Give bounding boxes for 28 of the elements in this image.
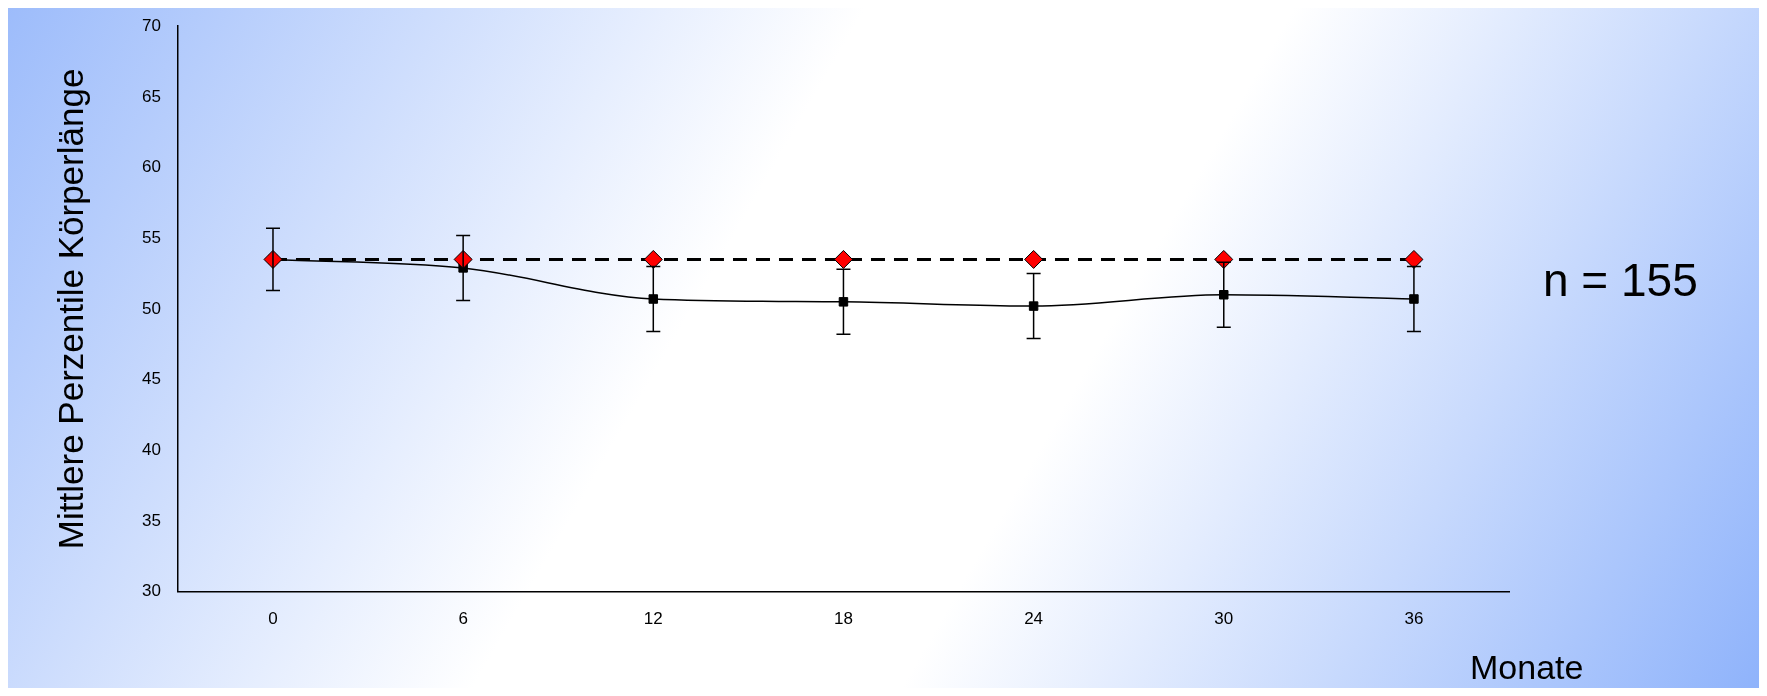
text: n = 155: [1543, 253, 1698, 307]
point: [838, 297, 849, 307]
y-tick-label: 40: [141, 439, 161, 459]
y-tick-label: 35: [141, 510, 161, 530]
x-tick-label: 0: [268, 609, 278, 629]
y-tick-label: 50: [141, 298, 161, 318]
x-tick-label: 24: [1024, 609, 1044, 629]
point: [1028, 301, 1039, 311]
y-tick-label: 65: [141, 86, 161, 106]
y-tick-label: 60: [141, 157, 161, 177]
x-tick-label: 18: [833, 609, 853, 629]
point: [1219, 290, 1229, 300]
x-tick-label: 30: [1214, 609, 1234, 629]
x-axis-title: Monate: [1470, 648, 1584, 687]
point: [833, 249, 853, 269]
y-tick-label: 70: [141, 15, 161, 35]
y-tick-label: 30: [141, 581, 161, 601]
point: [1404, 249, 1424, 269]
y-axis-title: Mittlere Perzentile Körperlänge: [50, 68, 90, 550]
point: [643, 249, 663, 269]
y-tick-label: 55: [141, 227, 161, 247]
point: [648, 294, 659, 304]
x-tick-label: 6: [458, 609, 468, 629]
y-tick-label: 45: [141, 369, 161, 389]
x-tick-label: 36: [1404, 609, 1424, 629]
point: [1024, 249, 1044, 269]
x-tick-label: 12: [643, 609, 663, 629]
point: [1409, 294, 1419, 304]
